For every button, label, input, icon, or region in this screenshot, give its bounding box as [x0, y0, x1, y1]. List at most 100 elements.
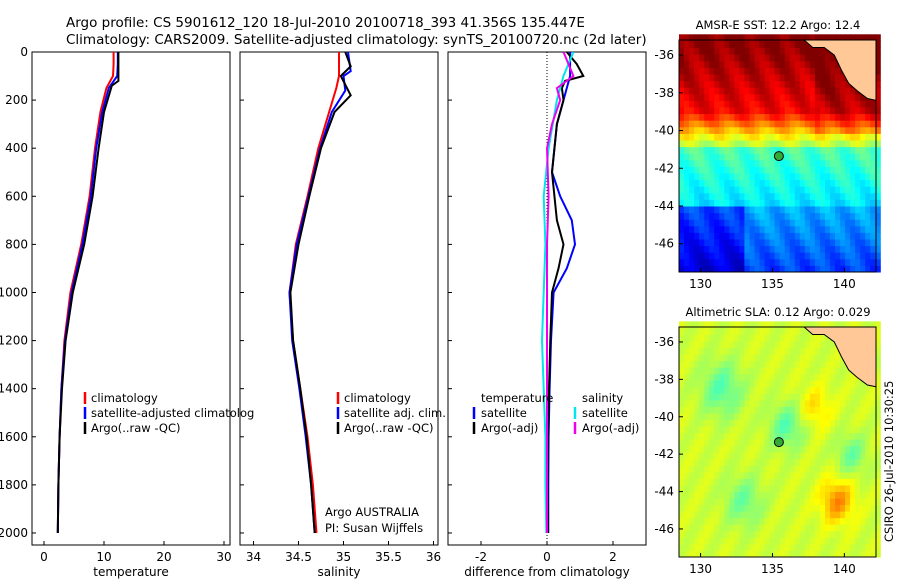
map-cell	[699, 113, 705, 121]
map-cell	[714, 60, 720, 68]
map-cell	[814, 485, 821, 492]
map-cell	[779, 173, 786, 181]
map-cell	[784, 252, 791, 260]
map-cell	[789, 219, 796, 227]
map-cell	[794, 54, 801, 62]
map-cell	[719, 439, 725, 447]
map-cell	[719, 327, 725, 335]
map-cell	[769, 219, 776, 227]
map-cell	[830, 432, 836, 440]
map-cell	[774, 498, 781, 506]
map-cell	[679, 432, 685, 440]
map-cell	[855, 126, 861, 134]
map-cell	[794, 334, 801, 342]
map-cell	[845, 471, 851, 479]
map-cell	[769, 373, 776, 381]
map-cell	[850, 93, 856, 101]
map-cell	[749, 107, 755, 115]
map-cell	[794, 321, 801, 329]
map-cell	[704, 550, 710, 558]
map-cell	[699, 34, 705, 42]
map-cell	[865, 133, 871, 141]
map-cell	[739, 347, 745, 355]
map-cell	[764, 524, 771, 532]
map-cell	[764, 232, 771, 240]
map-cell	[729, 399, 735, 407]
map-cell	[749, 380, 755, 388]
map-cell	[774, 245, 781, 253]
map-cell	[694, 504, 700, 512]
map-cell	[739, 245, 745, 253]
map-cell	[789, 206, 796, 214]
map-cell	[835, 153, 841, 161]
map-cell	[830, 465, 836, 473]
map-cell	[754, 60, 760, 68]
map-cell	[799, 452, 806, 460]
map-cell	[794, 206, 801, 214]
map-cell	[679, 517, 685, 525]
map-cell	[794, 80, 801, 88]
map-cell	[845, 432, 851, 440]
map-cell	[875, 537, 881, 545]
map-cell	[774, 537, 781, 545]
map-cell	[875, 265, 881, 273]
map-cell	[729, 432, 735, 440]
map-cell	[789, 186, 796, 194]
map-cell	[845, 126, 851, 134]
map-cell	[704, 491, 710, 499]
map-cell	[809, 60, 816, 68]
map-cell	[794, 212, 801, 220]
map-cell	[835, 60, 841, 68]
map-cell	[804, 334, 811, 342]
map-cell	[794, 432, 801, 440]
map-cell	[830, 54, 836, 62]
map-cell	[830, 367, 836, 375]
map-cell	[739, 439, 745, 447]
map-cell	[784, 399, 791, 407]
map-cell	[689, 445, 695, 453]
map-cell	[739, 153, 745, 161]
map-cell	[734, 485, 740, 492]
map-cell	[804, 537, 811, 545]
map-cell	[875, 445, 881, 453]
map-cell	[860, 133, 866, 141]
map-cell	[684, 458, 690, 466]
map-cell	[865, 537, 871, 545]
map-cell	[749, 173, 755, 181]
map-cell	[804, 40, 811, 48]
map-cell	[759, 232, 765, 240]
map-cell	[799, 543, 806, 551]
map-cell	[709, 530, 715, 538]
map-cell	[804, 126, 811, 134]
map-cell	[769, 113, 776, 121]
map-cell	[699, 239, 705, 247]
map-cell	[724, 380, 730, 388]
map-cell	[694, 471, 700, 479]
map-cell	[835, 265, 841, 273]
map-cell	[825, 511, 831, 519]
map-cell	[804, 153, 811, 161]
map-cell	[759, 146, 765, 154]
map-cell	[759, 67, 765, 75]
map-cell	[865, 452, 871, 460]
map-cell	[714, 252, 720, 260]
map-cell	[850, 113, 856, 121]
map-cell	[840, 87, 846, 95]
map-cell	[709, 186, 715, 194]
map-cell	[860, 406, 866, 414]
map-cell	[845, 419, 851, 427]
map-cell	[759, 199, 765, 207]
map-cell	[825, 67, 831, 75]
map-cell	[759, 511, 765, 519]
map-cell	[809, 347, 816, 355]
map-cell	[809, 432, 816, 440]
map-cell	[799, 159, 806, 167]
map-cell	[724, 146, 730, 154]
map-cell	[699, 478, 705, 486]
map-cell	[694, 107, 700, 115]
map-cell	[789, 341, 796, 348]
map-cell	[809, 206, 816, 214]
map-cell	[799, 517, 806, 525]
map-cell	[774, 445, 781, 453]
map-cell	[860, 140, 866, 148]
